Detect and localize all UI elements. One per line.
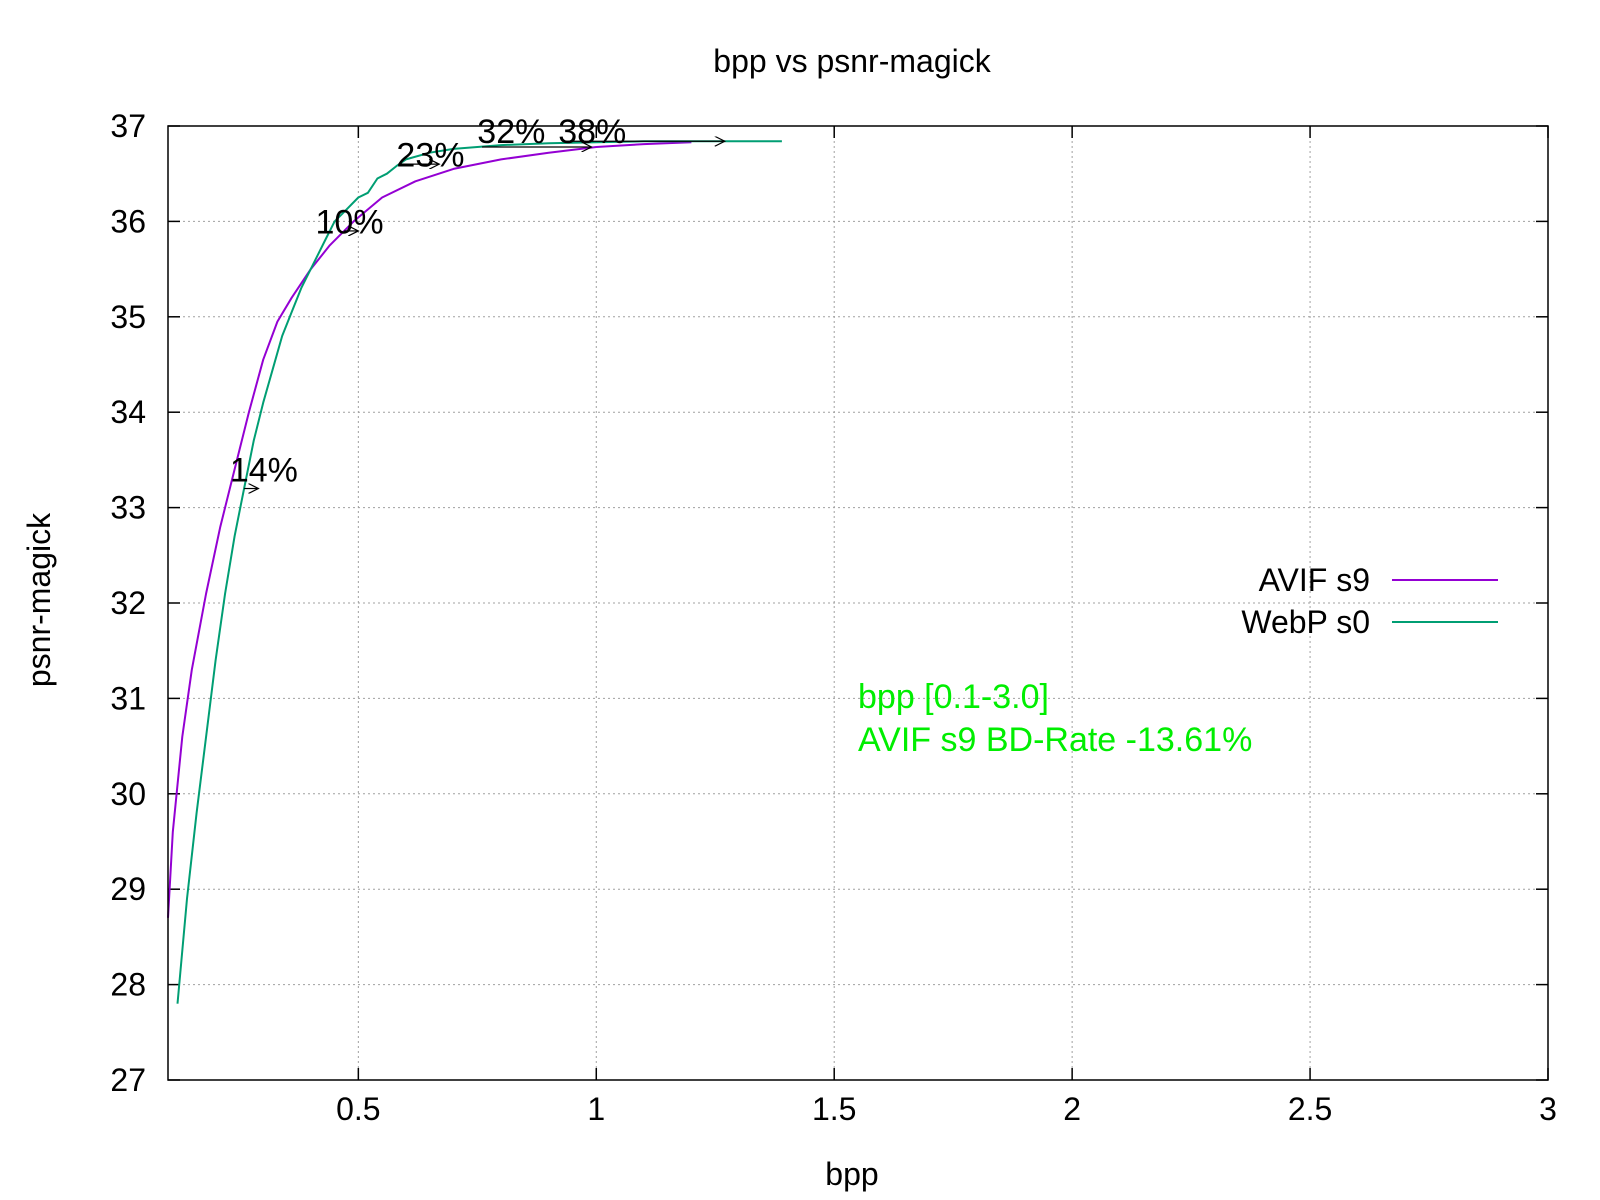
annotation-label: 14% [230, 451, 298, 489]
grid-lines [168, 125, 1549, 1081]
annotation-label: 38% [558, 113, 626, 151]
y-tick-label: 28 [110, 967, 146, 1003]
y-tick-label: 32 [110, 585, 146, 621]
annotation-label: 32% [477, 113, 545, 151]
legend-label-2: WebP s0 [1241, 604, 1370, 640]
x-tick-label: 3 [1539, 1091, 1557, 1127]
y-tick-label: 31 [110, 680, 146, 716]
y-tick-label: 35 [110, 299, 146, 335]
series-lines [167, 140, 782, 1004]
y-tick-label: 36 [110, 203, 146, 239]
axis-ticks: 0.5 1 1.5 2 2.5 3 27 28 29 30 31 32 33 34 35 36 37 [110, 108, 1556, 1127]
x-tick-label: 2 [1063, 1091, 1081, 1127]
x-tick-label: 2.5 [1288, 1091, 1332, 1127]
bd-rate-text: bpp [0.1-3.0] AVIF s9 BD-Rate -13.61% [858, 678, 1252, 759]
bd-rate-line-2: AVIF s9 BD-Rate -13.61% [858, 721, 1252, 759]
bd-rate-line-1: bpp [0.1-3.0] [858, 678, 1049, 716]
y-tick-label: 29 [110, 871, 146, 907]
annotation-label: 10% [316, 203, 384, 241]
y-tick-label: 33 [110, 490, 146, 526]
x-tick-label: 0.5 [336, 1091, 380, 1127]
series-line-2 [176, 140, 782, 1004]
x-axis-label: bpp [825, 1156, 878, 1192]
x-tick-label: 1.5 [812, 1091, 856, 1127]
y-tick-label: 27 [110, 1062, 146, 1098]
x-tick-label: 1 [587, 1091, 605, 1127]
chart-title: bpp vs psnr-magick [713, 43, 991, 79]
annotations: 14% 10% 23% 32% 38% [230, 113, 725, 490]
y-tick-label: 37 [110, 108, 146, 144]
legend: AVIF s9 WebP s0 [1241, 562, 1498, 640]
annotation-label: 23% [396, 137, 464, 175]
plot-frame [167, 125, 1549, 1081]
legend-label-1: AVIF s9 [1259, 562, 1370, 598]
y-tick-label: 30 [110, 776, 146, 812]
y-axis-label: psnr-magick [21, 512, 57, 687]
y-tick-label: 34 [110, 394, 146, 430]
series-line-1 [167, 141, 692, 918]
